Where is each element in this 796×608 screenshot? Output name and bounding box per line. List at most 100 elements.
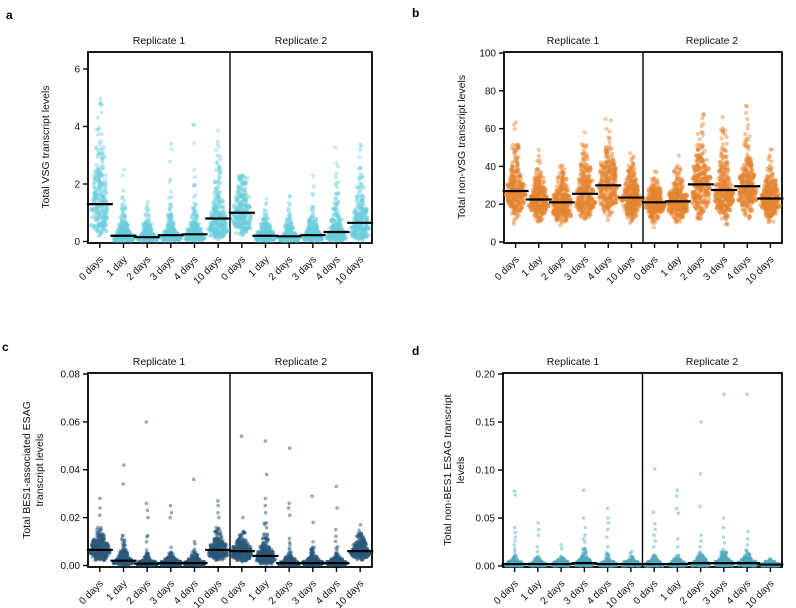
data-point (99, 132, 104, 137)
data-point (121, 229, 126, 234)
data-point (98, 102, 103, 107)
data-point (126, 229, 131, 234)
data-point (126, 229, 130, 233)
data-point (551, 209, 556, 214)
data-point (120, 227, 125, 232)
data-point (95, 204, 100, 209)
data-point (100, 215, 105, 220)
data-point (361, 202, 366, 207)
data-point (144, 227, 149, 232)
data-point (96, 125, 101, 130)
data-point (509, 163, 515, 168)
data-point (119, 229, 124, 234)
data-point (169, 189, 174, 194)
data-point (117, 238, 122, 243)
data-point (116, 230, 121, 235)
data-point (95, 213, 100, 218)
data-point (120, 219, 124, 224)
x-tick-label: 2 days (125, 254, 154, 283)
data-point (144, 223, 149, 228)
data-point (100, 208, 105, 213)
data-point (142, 232, 147, 237)
data-point (91, 185, 96, 190)
data-point (99, 220, 104, 225)
data-point (169, 147, 174, 152)
y-tick-label: 80 (485, 86, 497, 97)
data-point (337, 216, 342, 221)
data-point (335, 164, 340, 169)
data-point (115, 238, 120, 243)
data-point (120, 228, 125, 233)
data-point (169, 194, 174, 199)
data-point (99, 231, 104, 236)
data-point (98, 181, 103, 186)
data-point (117, 224, 122, 229)
data-point (113, 237, 118, 242)
data-point (211, 200, 216, 204)
data-point (88, 222, 93, 227)
data-point (125, 223, 130, 228)
data-point (122, 167, 127, 172)
data-point (517, 198, 522, 203)
data-point (140, 231, 145, 236)
data-point (100, 157, 105, 162)
data-point (168, 177, 173, 182)
data-point (117, 227, 122, 232)
data-point (144, 222, 149, 227)
data-point (114, 236, 119, 241)
data-point (100, 215, 105, 220)
data-point (355, 223, 360, 228)
data-point (101, 223, 106, 228)
data-point (112, 237, 117, 242)
data-point (103, 184, 108, 189)
data-point (598, 160, 603, 165)
data-point (97, 185, 102, 190)
data-point (306, 236, 311, 241)
data-point (264, 213, 269, 218)
data-point (121, 230, 126, 235)
data-point (119, 227, 124, 232)
data-point (122, 226, 127, 231)
data-point (98, 204, 103, 209)
data-point (216, 177, 221, 182)
data-point (129, 237, 134, 242)
data-point (119, 215, 124, 220)
data-point (145, 205, 150, 210)
data-point (91, 223, 96, 228)
data-point (120, 223, 125, 228)
data-point (147, 230, 152, 235)
data-point (105, 216, 110, 221)
data-point (198, 228, 203, 232)
data-point (191, 122, 196, 127)
data-point (145, 229, 150, 234)
data-point (100, 194, 105, 199)
data-point (103, 223, 108, 227)
data-point (92, 224, 97, 229)
data-point (222, 213, 227, 217)
data-point (147, 221, 152, 226)
data-point (583, 216, 588, 221)
data-point (119, 230, 124, 235)
data-point (125, 222, 130, 227)
data-point (334, 160, 339, 165)
data-point (100, 222, 105, 227)
data-point (105, 207, 110, 212)
data-point (354, 214, 359, 219)
data-point (98, 165, 103, 170)
data-point (193, 204, 197, 209)
data-point (95, 229, 100, 234)
data-point (289, 236, 294, 241)
data-point (99, 220, 104, 225)
data-point (126, 237, 131, 242)
data-point (166, 216, 171, 221)
data-point (125, 227, 130, 232)
data-point (127, 237, 132, 242)
x-tick-label: 3 days (290, 254, 319, 283)
data-point (122, 214, 127, 219)
data-point (94, 196, 99, 201)
data-point (102, 215, 107, 220)
data-point (93, 193, 97, 198)
data-point (562, 210, 567, 215)
data-point (289, 230, 294, 235)
data-point (125, 227, 130, 232)
